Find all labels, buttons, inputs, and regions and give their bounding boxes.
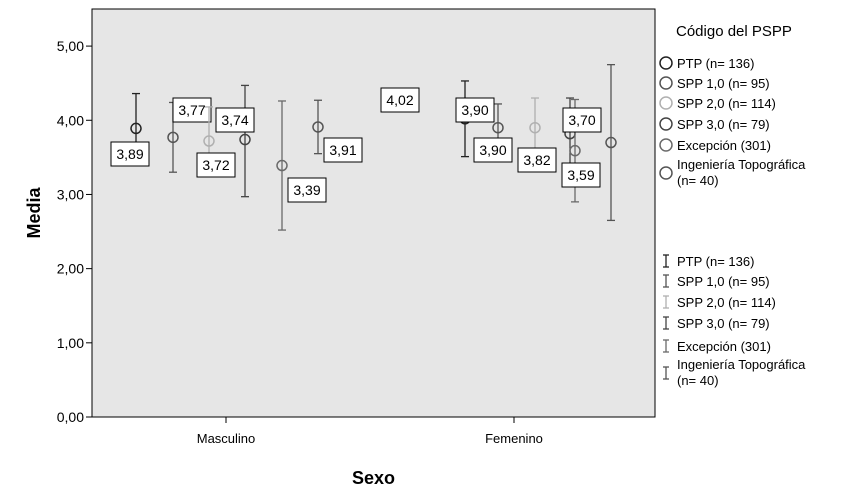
y-tick-label: 1,00 — [57, 335, 84, 351]
data-label: 3,90 — [461, 102, 488, 118]
legend-label: PTP (n= 136) — [677, 254, 754, 269]
legend-label: SPP 1,0 (n= 95) — [677, 274, 770, 289]
legend-title: Código del PSPP — [676, 23, 792, 40]
legend-label: SPP 2,0 (n= 114) — [677, 96, 776, 111]
mean-marker — [130, 122, 142, 135]
legend-marker — [659, 56, 673, 70]
data-label: 3,91 — [329, 142, 356, 158]
mean-marker — [167, 131, 179, 144]
y-tick-label: 3,00 — [57, 186, 84, 202]
data-label: 3,72 — [202, 157, 229, 173]
data-label-box — [562, 107, 602, 133]
data-label-box — [517, 147, 557, 173]
mean-marker — [529, 121, 541, 134]
y-axis-title: Media — [24, 187, 44, 239]
data-label: 3,70 — [568, 112, 595, 128]
legend-marker — [659, 96, 673, 110]
legend-label: PTP (n= 136) — [677, 56, 754, 71]
data-label-box — [380, 87, 420, 113]
legend-label: Ingeniería Topográfica — [677, 357, 806, 372]
legend-label: SPP 2,0 (n= 114) — [677, 295, 776, 310]
data-label-box — [196, 152, 236, 178]
data-label: 4,02 — [386, 92, 413, 108]
mean-marker — [569, 144, 581, 157]
legend-label: SPP 3,0 (n= 79) — [677, 316, 770, 331]
y-tick-label: 4,00 — [57, 112, 84, 128]
data-label: 3,89 — [116, 146, 143, 162]
legend-label: Ingeniería Topográfica — [677, 157, 806, 172]
y-tick-label: 0,00 — [57, 409, 84, 425]
legend-marker — [659, 138, 673, 152]
data-label: 3,90 — [479, 142, 506, 158]
legend-marker — [659, 76, 673, 90]
legend-label: Excepción (301) — [677, 339, 771, 354]
mean-marker — [605, 136, 617, 149]
data-label-box — [172, 97, 212, 123]
data-label: 3,82 — [523, 152, 550, 168]
mean-marker — [312, 121, 324, 133]
legend-label: (n= 40) — [677, 373, 719, 388]
x-axis-title: Sexo — [352, 468, 395, 488]
y-tick-label: 2,00 — [57, 261, 84, 277]
data-label: 3,39 — [293, 182, 320, 198]
x-tick-label: Femenino — [485, 431, 543, 446]
data-label-box — [561, 162, 601, 188]
mean-marker — [239, 133, 251, 146]
mean-marker — [203, 135, 215, 147]
y-tick-label: 5,00 — [57, 38, 84, 54]
data-label: 3,74 — [221, 112, 248, 128]
legend-marker — [659, 166, 673, 180]
legend-label: SPP 3,0 (n= 79) — [677, 117, 770, 132]
data-label: 3,77 — [178, 102, 205, 118]
data-label-box — [473, 137, 513, 163]
data-label-box — [110, 141, 150, 167]
series-group: 3,89 4,02 3,77 3,90 3,72 3,90 3,74 3,82 3,39 3,59… — [110, 63, 617, 231]
legend-marker — [659, 117, 673, 131]
legend-label: Excepción (301) — [677, 138, 771, 153]
legend-label: SPP 1,0 (n= 95) — [677, 76, 770, 91]
plot-area — [91, 8, 656, 418]
x-tick-label: Masculino — [197, 431, 256, 446]
data-label: 3,59 — [567, 167, 594, 183]
data-label-box — [215, 107, 255, 133]
legend-label: (n= 40) — [677, 173, 719, 188]
mean-marker — [276, 159, 288, 172]
data-label-box — [323, 137, 363, 163]
data-label-box — [455, 97, 495, 123]
data-label-box — [287, 177, 327, 203]
mean-marker — [492, 121, 504, 134]
